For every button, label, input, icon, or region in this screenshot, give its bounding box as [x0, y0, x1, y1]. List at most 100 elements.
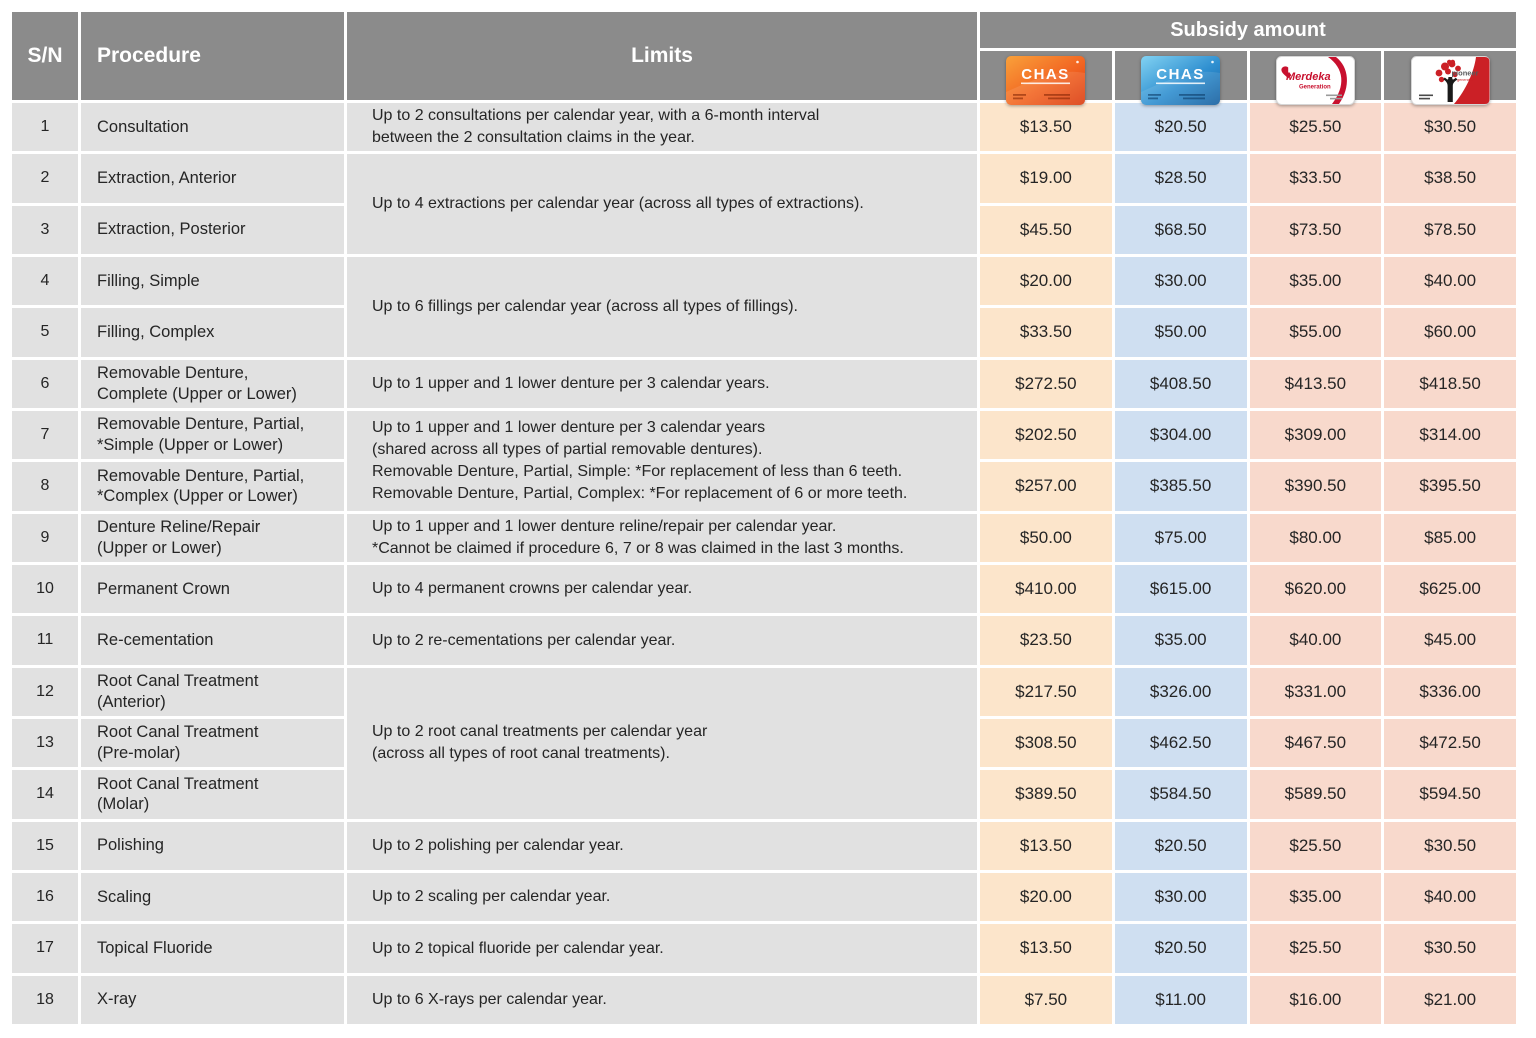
subsidy-value-cell: $45.00	[1384, 616, 1516, 665]
subsidy-value-cell: $21.00	[1384, 975, 1516, 1024]
procedure-cell: Scaling	[81, 872, 344, 922]
pioneer-sublabel: generation	[1457, 78, 1475, 82]
sn-cell: 8	[12, 462, 78, 511]
subsidy-value-cell: $20.00	[980, 872, 1112, 922]
subsidy-value-cell: $78.50	[1384, 205, 1516, 254]
procedure-cell: Re-cementation	[81, 616, 344, 665]
subsidy-value-cell: $20.50	[1114, 103, 1247, 152]
limits-cell: Up to 2 scaling per calendar year.	[347, 872, 977, 922]
chas-blue-card-cell: CHAS	[1114, 51, 1247, 105]
procedure-cell: Polishing	[81, 821, 344, 870]
limits-cell: Up to 6 X-rays per calendar year.	[347, 975, 977, 1024]
sn-cell: 7	[12, 410, 78, 460]
subsidy-value-cell: $38.50	[1384, 154, 1516, 203]
subsidy-value-cell: $33.50	[1249, 154, 1382, 203]
subsidy-value-cell: $30.50	[1384, 103, 1516, 152]
sn-cell: 11	[12, 616, 78, 665]
procedure-cell: Root Canal Treatment (Anterior)	[81, 667, 344, 716]
header-procedure: Procedure	[81, 12, 344, 100]
subsidy-value-cell: $20.50	[1114, 821, 1247, 870]
subsidy-value-cell: $11.00	[1114, 975, 1247, 1024]
subsidy-value-cell: $408.50	[1114, 359, 1247, 408]
procedure-cell: Removable Denture, Complete (Upper or Lo…	[81, 359, 344, 408]
subsidy-value-cell: $413.50	[1249, 359, 1382, 408]
sn-cell: 6	[12, 359, 78, 408]
subsidy-value-cell: $385.50	[1114, 462, 1247, 511]
merdeka-card-cell: Merdeka Generation	[1249, 51, 1382, 105]
chas-orange-card-icon: CHAS	[1006, 56, 1086, 105]
sn-cell: 13	[12, 718, 78, 768]
limits-cell: Up to 2 re-cementations per calendar yea…	[347, 616, 977, 665]
subsidy-value-cell: $16.00	[1249, 975, 1382, 1024]
sn-cell: 14	[12, 770, 78, 819]
subsidy-value-cell: $615.00	[1114, 564, 1247, 614]
sn-cell: 18	[12, 975, 78, 1024]
subsidy-value-cell: $589.50	[1249, 770, 1382, 819]
subsidy-value-cell: $30.00	[1114, 256, 1247, 306]
subsidy-value-cell: $331.00	[1249, 667, 1382, 716]
limits-cell-merged: Up to 4 extractions per calendar year (a…	[347, 154, 977, 254]
procedure-cell: Removable Denture, Partial, *Complex (Up…	[81, 462, 344, 511]
subsidy-value-cell: $28.50	[1114, 154, 1247, 203]
procedure-cell: X-ray	[81, 975, 344, 1024]
merdeka-label: Merdeka	[1286, 71, 1331, 83]
subsidy-value-cell: $326.00	[1114, 667, 1247, 716]
subsidy-value-cell: $25.50	[1249, 103, 1382, 152]
subsidy-value-cell: $314.00	[1384, 410, 1516, 460]
subsidy-value-cell: $40.00	[1384, 256, 1516, 306]
subsidy-table: S/N Procedure Limits Subsidy amount CHAS	[12, 12, 1516, 1024]
header-limits: Limits	[347, 12, 977, 100]
limits-cell: Up to 2 polishing per calendar year.	[347, 821, 977, 870]
subsidy-value-cell: $30.00	[1114, 872, 1247, 922]
subsidy-value-cell: $472.50	[1384, 718, 1516, 768]
procedure-cell: Removable Denture, Partial, *Simple (Upp…	[81, 410, 344, 460]
limits-cell-merged: Up to 2 root canal treatments per calend…	[347, 667, 977, 819]
subsidy-value-cell: $35.00	[1249, 256, 1382, 306]
subsidy-value-cell: $30.50	[1384, 821, 1516, 870]
subsidy-value-cell: $304.00	[1114, 410, 1247, 460]
sn-cell: 1	[12, 103, 78, 152]
sn-cell: 5	[12, 308, 78, 357]
procedure-cell: Root Canal Treatment (Molar)	[81, 770, 344, 819]
sn-cell: 3	[12, 205, 78, 254]
sn-cell: 15	[12, 821, 78, 870]
sn-cell: 9	[12, 513, 78, 562]
subsidy-value-cell: $25.50	[1249, 924, 1382, 973]
subsidy-value-cell: $13.50	[980, 924, 1112, 973]
limits-cell: Up to 1 upper and 1 lower denture reline…	[347, 513, 977, 562]
limits-cell-merged: Up to 1 upper and 1 lower denture per 3 …	[347, 410, 977, 511]
subsidy-value-cell: $309.00	[1249, 410, 1382, 460]
subsidy-value-cell: $85.00	[1384, 513, 1516, 562]
chas-blue-card-icon: CHAS	[1141, 56, 1221, 105]
procedure-cell: Denture Reline/Repair (Upper or Lower)	[81, 513, 344, 562]
subsidy-value-cell: $50.00	[980, 513, 1112, 562]
limits-cell: Up to 4 permanent crowns per calendar ye…	[347, 564, 977, 614]
subsidy-value-cell: $584.50	[1114, 770, 1247, 819]
limits-cell: Up to 2 topical fluoride per calendar ye…	[347, 924, 977, 973]
subsidy-value-cell: $467.50	[1249, 718, 1382, 768]
subsidy-value-cell: $395.50	[1384, 462, 1516, 511]
subsidy-value-cell: $308.50	[980, 718, 1112, 768]
procedure-cell: Extraction, Anterior	[81, 154, 344, 203]
subsidy-value-cell: $625.00	[1384, 564, 1516, 614]
subsidy-value-cell: $23.50	[980, 616, 1112, 665]
limits-cell-merged: Up to 6 fillings per calendar year (acro…	[347, 256, 977, 357]
chas-orange-label: CHAS	[1022, 66, 1071, 83]
subsidy-value-cell: $620.00	[1249, 564, 1382, 614]
subsidy-value-cell: $13.50	[980, 821, 1112, 870]
subsidy-value-cell: $390.50	[1249, 462, 1382, 511]
procedure-cell: Consultation	[81, 103, 344, 152]
subsidy-value-cell: $33.50	[980, 308, 1112, 357]
subsidy-value-cell: $40.00	[1384, 872, 1516, 922]
subsidy-value-cell: $257.00	[980, 462, 1112, 511]
subsidy-value-cell: $35.00	[1114, 616, 1247, 665]
procedure-cell: Filling, Simple	[81, 256, 344, 306]
subsidy-value-cell: $410.00	[980, 564, 1112, 614]
sn-cell: 17	[12, 924, 78, 973]
subsidy-value-cell: $13.50	[980, 103, 1112, 152]
pioneer-generation-card-icon: pioneer generation	[1410, 56, 1490, 105]
procedure-cell: Root Canal Treatment (Pre-molar)	[81, 718, 344, 768]
subsidy-value-cell: $75.00	[1114, 513, 1247, 562]
sn-cell: 4	[12, 256, 78, 306]
subsidy-value-cell: $30.50	[1384, 924, 1516, 973]
